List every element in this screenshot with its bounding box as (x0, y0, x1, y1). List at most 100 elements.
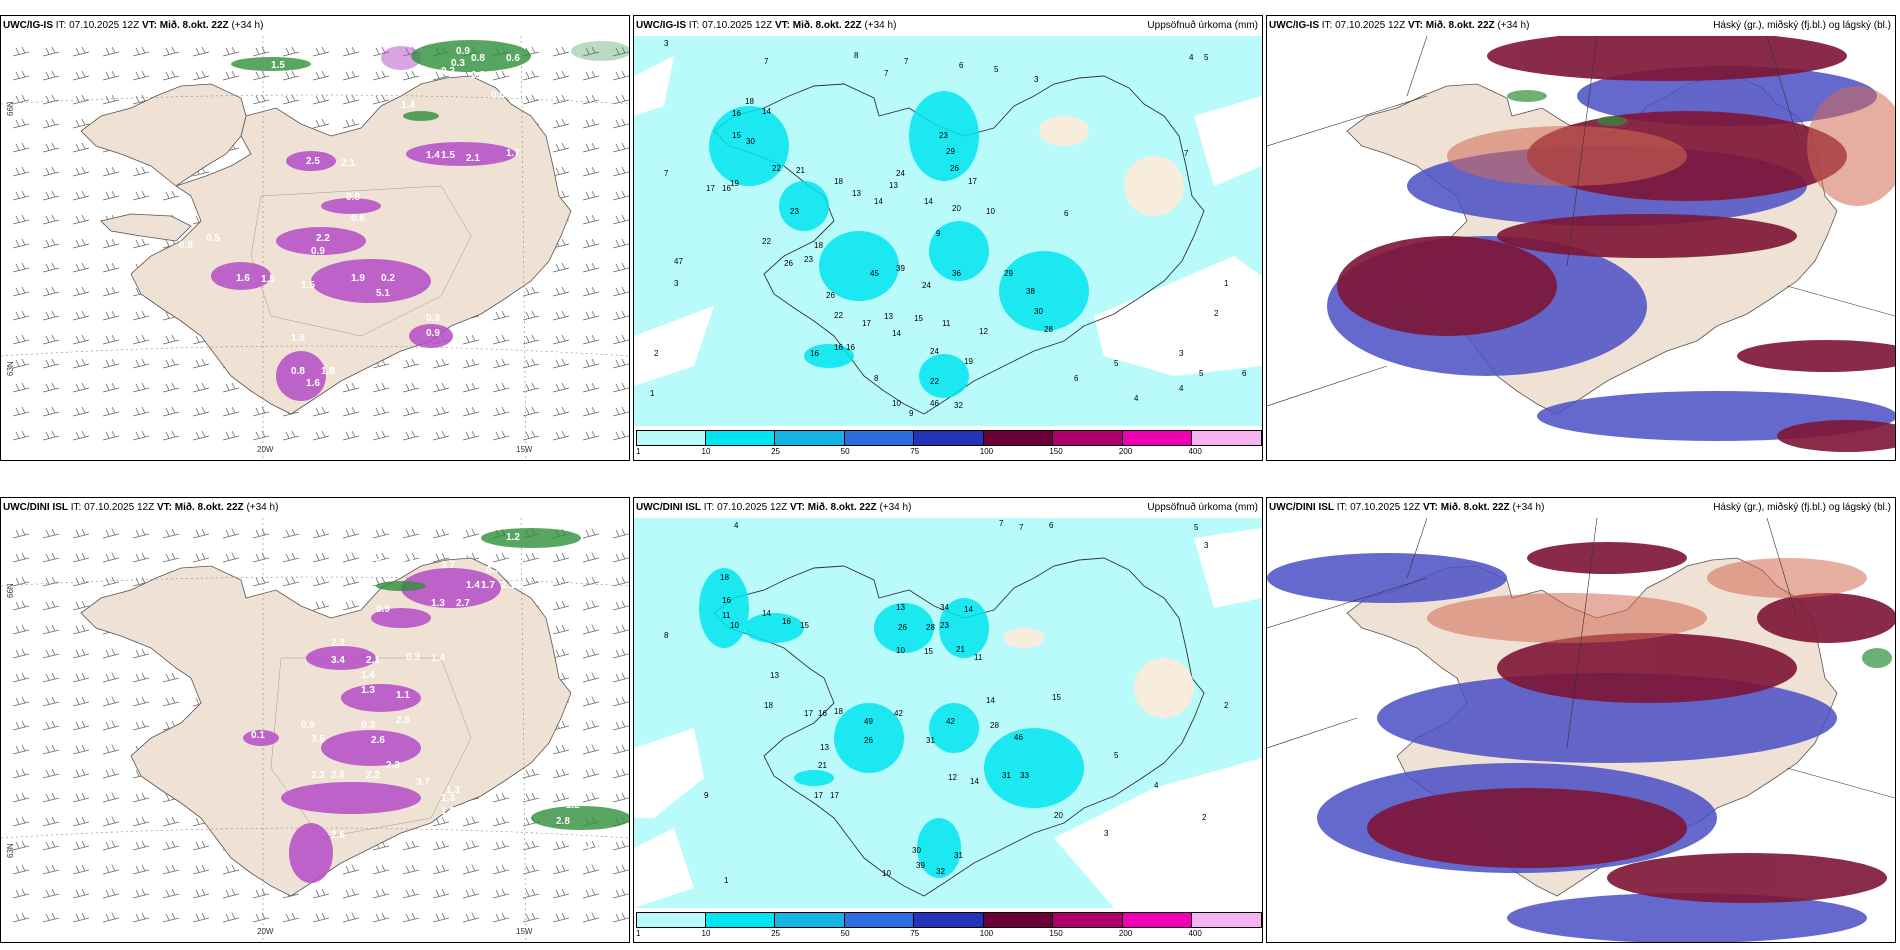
precip-land-pale (1004, 628, 1194, 718)
lead-time: (+34 h) (1497, 20, 1530, 31)
wind-barb (12, 576, 30, 587)
colorbar-frame (636, 912, 1262, 928)
wind-barb (282, 552, 300, 563)
wind-barb (552, 744, 570, 755)
lat-label-63n: 63N (6, 843, 15, 858)
wind-barb (342, 406, 360, 417)
wind-barb (312, 70, 330, 81)
colorbar-swatch (844, 430, 915, 446)
precip-value: 2.2 (366, 770, 380, 781)
wind-barb (492, 310, 510, 321)
wind-barb (42, 912, 60, 923)
panel-header: UWC/DINI ISL IT: 07.10.2025 12Z VT: Mið.… (1267, 498, 1895, 518)
wind-barb (12, 262, 30, 273)
wind-barb (552, 864, 570, 875)
wind-barb (42, 768, 60, 779)
precip-value: 2.1 (466, 153, 480, 164)
colorbar-swatch (705, 430, 776, 446)
precip-value: 3 (664, 39, 669, 48)
colorbar-frame (636, 430, 1262, 446)
precip-value: 24 (922, 281, 931, 290)
precip-value: 1.8 (321, 366, 335, 377)
colorbar-swatch (983, 430, 1054, 446)
high-cloud-green (1862, 648, 1892, 668)
wind-barb (582, 624, 600, 635)
precip-value: 4 (1154, 781, 1159, 790)
wind-barb (12, 672, 30, 683)
wind-barb (42, 430, 60, 441)
wind-barb (162, 528, 180, 539)
precip-value-labels: 1.20.60.9 1.1 3.7 0.71.4 1.7 2.11.3 2.70.92.23… (251, 532, 600, 856)
precip-value: 0.9 (426, 328, 440, 339)
precip-value: 0.3 (426, 313, 440, 324)
wind-barb (462, 406, 480, 417)
wind-barb (252, 406, 270, 417)
wind-barb (12, 624, 30, 635)
precip-value: 16 (810, 349, 819, 358)
precip-value: 7 (884, 69, 889, 78)
precip-value: 0.6 (456, 548, 470, 559)
wind-barb (372, 94, 390, 105)
wind-barb (312, 888, 330, 899)
precip-value: 1.4 (466, 580, 480, 591)
wind-barb (102, 744, 120, 755)
precip-value: 9 (704, 791, 709, 800)
wind-barb (612, 118, 629, 129)
wind-barb (132, 792, 150, 803)
wind-barb (282, 70, 300, 81)
wind-barb (282, 430, 300, 441)
wind-barb (522, 888, 540, 899)
wind-barb (522, 864, 540, 875)
precip-value: 22 (772, 164, 781, 173)
field-title: Háský (gr.), miðský (fj.bl.) og lágský (… (1713, 20, 1891, 31)
precip-value: 18 (834, 177, 843, 186)
wind-barb (612, 334, 629, 345)
westfjords (80, 83, 247, 187)
wind-barb (612, 262, 629, 273)
precip-value: 19 (730, 179, 739, 188)
wind-barb (102, 528, 120, 539)
precip-value: 1 (724, 876, 729, 885)
wind-barb (42, 888, 60, 899)
wind-barb (612, 190, 629, 201)
precip-value: 14 (970, 777, 979, 786)
map-cloud-cover (1267, 36, 1895, 460)
wind-barb (612, 358, 629, 369)
wind-barb (132, 840, 150, 851)
wind-barb (42, 576, 60, 587)
panel-header: UWC/IG-IS IT: 07.10.2025 12Z VT: Mið. 8.… (1267, 16, 1895, 36)
precip-value: 0.1 (251, 730, 265, 741)
wind-barb (522, 382, 540, 393)
precip-value: 8 (664, 631, 669, 640)
panel-bot-right: UWC/DINI ISL IT: 07.10.2025 12Z VT: Mið.… (1266, 497, 1896, 943)
wind-barb (222, 864, 240, 875)
wind-barb (252, 70, 270, 81)
wind-barb (192, 382, 210, 393)
wind-barb (222, 406, 240, 417)
precip-purple (243, 568, 501, 883)
wind-barb (132, 166, 150, 177)
wind-barb (72, 840, 90, 851)
wind-barb (612, 744, 629, 755)
precip-value: 16 (818, 709, 827, 718)
precip-value: 30 (746, 137, 755, 146)
wind-barb (192, 46, 210, 57)
lead-time: (+34 h) (231, 20, 264, 31)
wind-barb (12, 118, 30, 129)
wind-barb (192, 430, 210, 441)
precip-value: 0.9 (311, 246, 325, 257)
wind-barb (582, 528, 600, 539)
wind-barb (582, 864, 600, 875)
precip-value: 4 (1189, 53, 1194, 62)
precip-value: 5 (1204, 53, 1209, 62)
panel-header: UWC/IG-IS IT: 07.10.2025 12Z VT: Mið. 8.… (634, 16, 1262, 36)
wind-barb (162, 430, 180, 441)
wind-barb (162, 888, 180, 899)
precip-value: 0.9 (376, 558, 390, 569)
precip-value: 3 (1034, 75, 1039, 84)
precip-value: 32 (954, 401, 963, 410)
precip-value: 11 (722, 611, 731, 620)
wind-barb (552, 912, 570, 923)
wind-barb (42, 142, 60, 153)
wind-barb (252, 912, 270, 923)
